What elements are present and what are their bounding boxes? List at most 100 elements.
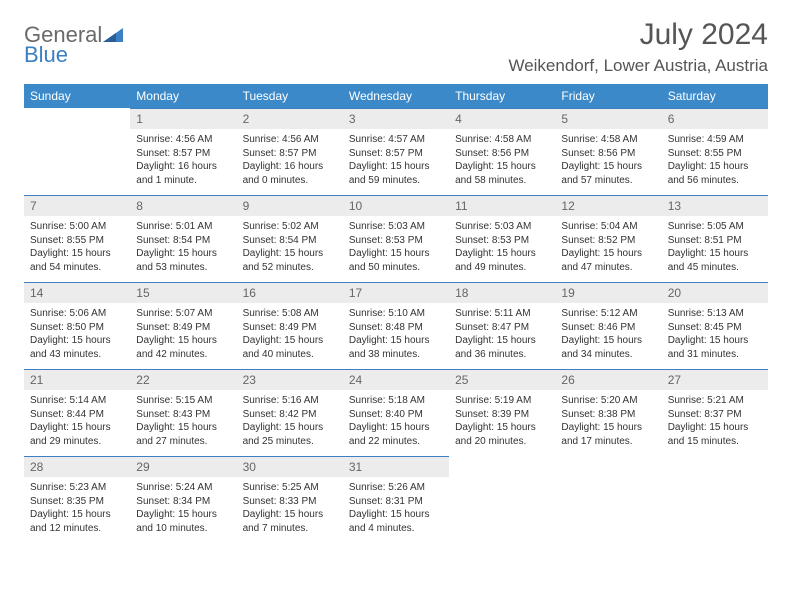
sunset-line: Sunset: 8:57 PM bbox=[136, 147, 230, 161]
calendar-cell bbox=[24, 108, 130, 195]
day-content: Sunrise: 5:23 AMSunset: 8:35 PMDaylight:… bbox=[24, 477, 130, 543]
daylight-line: Daylight: 15 hours and 7 minutes. bbox=[243, 508, 337, 535]
sunset-line: Sunset: 8:50 PM bbox=[30, 321, 124, 335]
daylight-line: Daylight: 15 hours and 57 minutes. bbox=[561, 160, 655, 187]
calendar-body: 1Sunrise: 4:56 AMSunset: 8:57 PMDaylight… bbox=[24, 108, 768, 543]
calendar-week-row: 7Sunrise: 5:00 AMSunset: 8:55 PMDaylight… bbox=[24, 195, 768, 282]
day-number: 25 bbox=[449, 369, 555, 390]
sunset-line: Sunset: 8:56 PM bbox=[455, 147, 549, 161]
sunset-line: Sunset: 8:55 PM bbox=[30, 234, 124, 248]
sunrise-line: Sunrise: 5:12 AM bbox=[561, 307, 655, 321]
day-number: 15 bbox=[130, 282, 236, 303]
calendar-cell: 11Sunrise: 5:03 AMSunset: 8:53 PMDayligh… bbox=[449, 195, 555, 282]
day-content: Sunrise: 5:16 AMSunset: 8:42 PMDaylight:… bbox=[237, 390, 343, 456]
day-content: Sunrise: 5:05 AMSunset: 8:51 PMDaylight:… bbox=[662, 216, 768, 282]
sunset-line: Sunset: 8:48 PM bbox=[349, 321, 443, 335]
daylight-line: Daylight: 15 hours and 53 minutes. bbox=[136, 247, 230, 274]
sunrise-line: Sunrise: 5:14 AM bbox=[30, 394, 124, 408]
day-number: 19 bbox=[555, 282, 661, 303]
daylight-line: Daylight: 15 hours and 42 minutes. bbox=[136, 334, 230, 361]
calendar-cell: 3Sunrise: 4:57 AMSunset: 8:57 PMDaylight… bbox=[343, 108, 449, 195]
daylight-line: Daylight: 15 hours and 20 minutes. bbox=[455, 421, 549, 448]
sunrise-line: Sunrise: 5:08 AM bbox=[243, 307, 337, 321]
day-content: Sunrise: 5:24 AMSunset: 8:34 PMDaylight:… bbox=[130, 477, 236, 543]
sunrise-line: Sunrise: 5:21 AM bbox=[668, 394, 762, 408]
day-content: Sunrise: 4:56 AMSunset: 8:57 PMDaylight:… bbox=[130, 129, 236, 195]
sunrise-line: Sunrise: 5:07 AM bbox=[136, 307, 230, 321]
day-number: 4 bbox=[449, 108, 555, 129]
calendar-cell: 25Sunrise: 5:19 AMSunset: 8:39 PMDayligh… bbox=[449, 369, 555, 456]
day-content: Sunrise: 5:12 AMSunset: 8:46 PMDaylight:… bbox=[555, 303, 661, 369]
sunrise-line: Sunrise: 5:03 AM bbox=[349, 220, 443, 234]
sunrise-line: Sunrise: 5:26 AM bbox=[349, 481, 443, 495]
calendar-cell: 23Sunrise: 5:16 AMSunset: 8:42 PMDayligh… bbox=[237, 369, 343, 456]
sunset-line: Sunset: 8:42 PM bbox=[243, 408, 337, 422]
day-content: Sunrise: 5:11 AMSunset: 8:47 PMDaylight:… bbox=[449, 303, 555, 369]
day-content: Sunrise: 5:25 AMSunset: 8:33 PMDaylight:… bbox=[237, 477, 343, 543]
sunset-line: Sunset: 8:40 PM bbox=[349, 408, 443, 422]
day-content: Sunrise: 5:07 AMSunset: 8:49 PMDaylight:… bbox=[130, 303, 236, 369]
daylight-line: Daylight: 15 hours and 52 minutes. bbox=[243, 247, 337, 274]
sunset-line: Sunset: 8:56 PM bbox=[561, 147, 655, 161]
day-number: 20 bbox=[662, 282, 768, 303]
weekday-header: Friday bbox=[555, 84, 661, 108]
sunset-line: Sunset: 8:52 PM bbox=[561, 234, 655, 248]
weekday-header: Monday bbox=[130, 84, 236, 108]
day-number: 16 bbox=[237, 282, 343, 303]
logo-triangle-icon bbox=[103, 28, 123, 47]
calendar-week-row: 21Sunrise: 5:14 AMSunset: 8:44 PMDayligh… bbox=[24, 369, 768, 456]
weekday-header-row: SundayMondayTuesdayWednesdayThursdayFrid… bbox=[24, 84, 768, 108]
day-number: 23 bbox=[237, 369, 343, 390]
day-content: Sunrise: 5:06 AMSunset: 8:50 PMDaylight:… bbox=[24, 303, 130, 369]
sunset-line: Sunset: 8:49 PM bbox=[243, 321, 337, 335]
sunset-line: Sunset: 8:33 PM bbox=[243, 495, 337, 509]
calendar-cell: 1Sunrise: 4:56 AMSunset: 8:57 PMDaylight… bbox=[130, 108, 236, 195]
calendar-cell: 24Sunrise: 5:18 AMSunset: 8:40 PMDayligh… bbox=[343, 369, 449, 456]
day-content: Sunrise: 5:26 AMSunset: 8:31 PMDaylight:… bbox=[343, 477, 449, 543]
day-content: Sunrise: 5:13 AMSunset: 8:45 PMDaylight:… bbox=[662, 303, 768, 369]
day-number: 1 bbox=[130, 108, 236, 129]
sunrise-line: Sunrise: 5:11 AM bbox=[455, 307, 549, 321]
day-number: 17 bbox=[343, 282, 449, 303]
calendar-cell: 21Sunrise: 5:14 AMSunset: 8:44 PMDayligh… bbox=[24, 369, 130, 456]
calendar-cell: 8Sunrise: 5:01 AMSunset: 8:54 PMDaylight… bbox=[130, 195, 236, 282]
daylight-line: Daylight: 16 hours and 0 minutes. bbox=[243, 160, 337, 187]
day-content: Sunrise: 5:20 AMSunset: 8:38 PMDaylight:… bbox=[555, 390, 661, 456]
calendar-cell: 14Sunrise: 5:06 AMSunset: 8:50 PMDayligh… bbox=[24, 282, 130, 369]
day-number: 21 bbox=[24, 369, 130, 390]
sunset-line: Sunset: 8:47 PM bbox=[455, 321, 549, 335]
sunset-line: Sunset: 8:45 PM bbox=[668, 321, 762, 335]
sunrise-line: Sunrise: 4:57 AM bbox=[349, 133, 443, 147]
day-number: 28 bbox=[24, 456, 130, 477]
day-content: Sunrise: 5:19 AMSunset: 8:39 PMDaylight:… bbox=[449, 390, 555, 456]
day-content: Sunrise: 5:08 AMSunset: 8:49 PMDaylight:… bbox=[237, 303, 343, 369]
daylight-line: Daylight: 15 hours and 43 minutes. bbox=[30, 334, 124, 361]
page-header: General Blue July 2024 Weikendorf, Lower… bbox=[24, 18, 768, 76]
day-number: 11 bbox=[449, 195, 555, 216]
calendar-cell: 9Sunrise: 5:02 AMSunset: 8:54 PMDaylight… bbox=[237, 195, 343, 282]
day-number: 6 bbox=[662, 108, 768, 129]
day-number: 2 bbox=[237, 108, 343, 129]
sunrise-line: Sunrise: 5:03 AM bbox=[455, 220, 549, 234]
daylight-line: Daylight: 15 hours and 56 minutes. bbox=[668, 160, 762, 187]
sunrise-line: Sunrise: 4:58 AM bbox=[455, 133, 549, 147]
calendar-cell: 30Sunrise: 5:25 AMSunset: 8:33 PMDayligh… bbox=[237, 456, 343, 543]
daylight-line: Daylight: 15 hours and 29 minutes. bbox=[30, 421, 124, 448]
daylight-line: Daylight: 15 hours and 31 minutes. bbox=[668, 334, 762, 361]
calendar-week-row: 1Sunrise: 4:56 AMSunset: 8:57 PMDaylight… bbox=[24, 108, 768, 195]
day-content: Sunrise: 5:03 AMSunset: 8:53 PMDaylight:… bbox=[343, 216, 449, 282]
sunrise-line: Sunrise: 5:13 AM bbox=[668, 307, 762, 321]
title-block: July 2024 Weikendorf, Lower Austria, Aus… bbox=[508, 18, 768, 76]
day-number: 31 bbox=[343, 456, 449, 477]
calendar-cell: 7Sunrise: 5:00 AMSunset: 8:55 PMDaylight… bbox=[24, 195, 130, 282]
calendar-cell: 5Sunrise: 4:58 AMSunset: 8:56 PMDaylight… bbox=[555, 108, 661, 195]
calendar-cell: 29Sunrise: 5:24 AMSunset: 8:34 PMDayligh… bbox=[130, 456, 236, 543]
calendar-cell: 16Sunrise: 5:08 AMSunset: 8:49 PMDayligh… bbox=[237, 282, 343, 369]
calendar-cell: 18Sunrise: 5:11 AMSunset: 8:47 PMDayligh… bbox=[449, 282, 555, 369]
day-number: 12 bbox=[555, 195, 661, 216]
daylight-line: Daylight: 15 hours and 40 minutes. bbox=[243, 334, 337, 361]
sunrise-line: Sunrise: 5:24 AM bbox=[136, 481, 230, 495]
weekday-header: Sunday bbox=[24, 84, 130, 108]
logo: General Blue bbox=[24, 18, 123, 68]
daylight-line: Daylight: 16 hours and 1 minute. bbox=[136, 160, 230, 187]
